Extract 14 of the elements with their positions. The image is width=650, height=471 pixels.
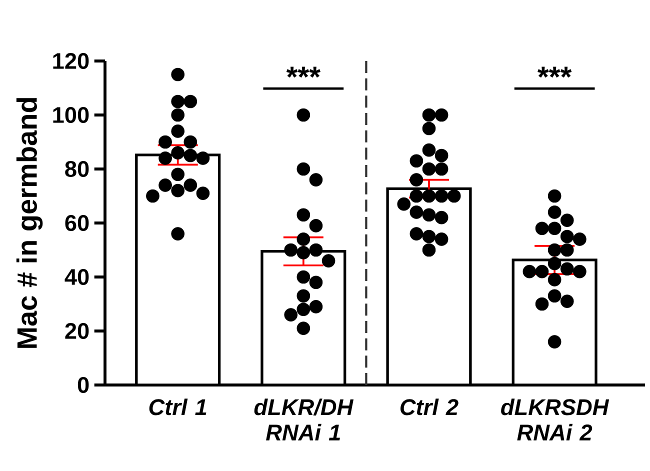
annotation: *** bbox=[538, 66, 572, 78]
y-tick-label: 40 bbox=[64, 268, 89, 286]
annotation: *** bbox=[286, 66, 321, 78]
y-tick-label: 0 bbox=[78, 376, 89, 394]
y-tick-label: 120 bbox=[53, 52, 89, 70]
y-tick-label: 100 bbox=[53, 106, 89, 124]
y-tick-label: 80 bbox=[65, 160, 89, 178]
y-axis-title: Mac # in germband bbox=[16, 98, 43, 348]
y-tick-label: 20 bbox=[65, 322, 89, 340]
x-tick-label: dLKRSDH RNAi 2 bbox=[501, 398, 610, 440]
x-tick-label: Ctrl 1 bbox=[149, 398, 206, 416]
y-tick-label: 60 bbox=[65, 214, 89, 232]
x-tick-label: dLKR/DH RNAi 1 bbox=[254, 398, 354, 440]
x-tick-label: Ctrl 2 bbox=[400, 398, 458, 416]
